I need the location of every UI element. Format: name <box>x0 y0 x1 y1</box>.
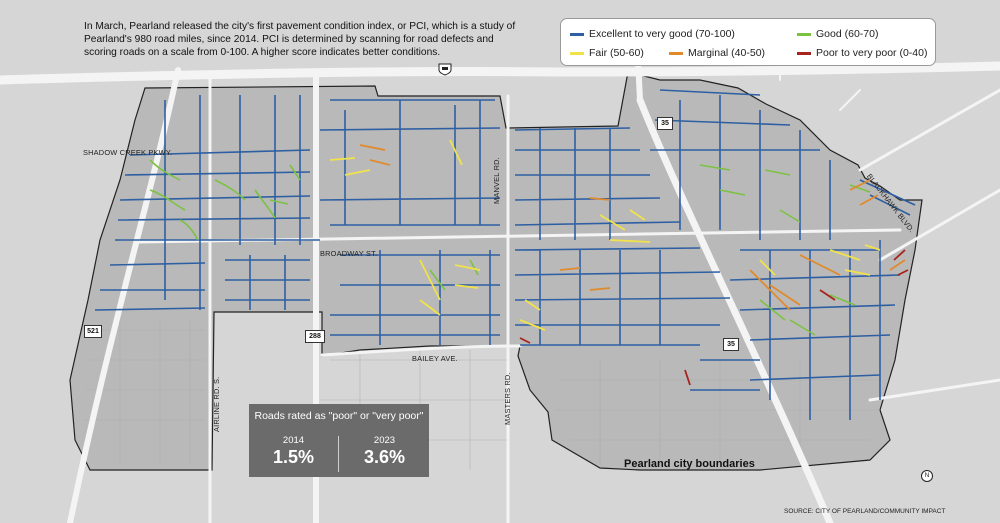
legend-label-good: Good (60-70) <box>816 28 879 40</box>
legend-item-excellent: Excellent to very good (70-100) <box>570 28 735 40</box>
intro-text: In March, Pearland released the city's f… <box>84 21 516 58</box>
roads-excellent <box>94 89 916 420</box>
legend-item-marginal: Marginal (40-50) <box>669 47 765 59</box>
toll-road-icon <box>438 63 452 76</box>
legend-item-good: Good (60-70) <box>797 28 878 40</box>
north-arrow-icon: N <box>921 470 933 482</box>
stat-2023: 2023 3.6% <box>340 435 429 468</box>
shield-hwy35-north: 35 <box>657 117 673 130</box>
legend-label-excellent: Excellent to very good (70-100) <box>589 28 735 40</box>
shield-hwy288: 288 <box>305 330 325 343</box>
label-airline: AIRLINE RD. S. <box>212 376 221 432</box>
stat-year-2014: 2014 <box>282 435 305 446</box>
legend-swatch-marginal <box>669 51 683 55</box>
legend-label-poor: Poor to very poor (0-40) <box>816 47 928 59</box>
shield-hwy521: 521 <box>84 325 102 338</box>
legend-item-poor: Poor to very poor (0-40) <box>797 47 927 59</box>
label-masters: MASTERS RD. <box>503 372 512 425</box>
poor-roads-stat-box: Roads rated as "poor" or "very poor" 201… <box>249 404 429 477</box>
stat-year-2023: 2023 <box>373 435 396 446</box>
legend-label-marginal: Marginal (40-50) <box>688 47 766 59</box>
roads-marginal <box>359 144 906 311</box>
roads-fair <box>329 139 881 331</box>
stat-title: Roads rated as "poor" or "very poor" <box>254 410 424 422</box>
roads-poor <box>519 249 909 386</box>
legend-swatch-excellent <box>570 32 584 36</box>
city-boundary <box>69 71 923 471</box>
label-broadway: BROADWAY ST. <box>320 249 378 258</box>
source-credit: SOURCE: CITY OF PEARLAND/COMMUNITY IMPAC… <box>784 508 946 515</box>
label-bailey: BAILEY AVE. <box>412 354 458 363</box>
legend-swatch-poor <box>797 51 811 55</box>
city-boundary-label: Pearland city boundaries <box>624 458 755 470</box>
legend-swatch-good <box>797 32 811 36</box>
stat-2014: 2014 1.5% <box>249 435 338 468</box>
roads-good <box>149 159 871 336</box>
shield-hwy35-south: 35 <box>723 338 739 351</box>
legend-swatch-fair <box>570 51 584 55</box>
label-shadow-creek: SHADOW CREEK PKWY. <box>83 148 173 157</box>
stat-value-2023: 3.6% <box>363 447 406 467</box>
stat-value-2014: 1.5% <box>272 447 315 467</box>
legend: Excellent to very good (70-100) Good (60… <box>560 18 936 66</box>
label-manvel: MANVEL RD. <box>492 157 501 204</box>
stat-divider <box>338 436 339 472</box>
legend-label-fair: Fair (50-60) <box>589 47 644 59</box>
legend-item-fair: Fair (50-60) <box>570 47 644 59</box>
